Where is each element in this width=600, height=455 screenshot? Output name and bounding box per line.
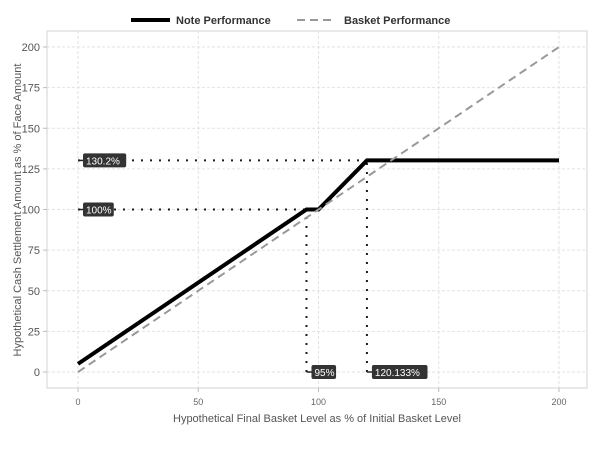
legend-label-note: Note Performance (176, 15, 271, 27)
annotation-label: 120.133% (375, 368, 420, 379)
y-tick-label: 100 (22, 205, 40, 217)
x-tick-label: 150 (431, 397, 446, 407)
y-tick-label: 75 (28, 245, 40, 257)
series-line-basket (77, 46, 560, 373)
y-tick-label: 0 (34, 367, 40, 379)
y-tick-label: 50 (28, 286, 40, 298)
annotation-label: 95% (314, 368, 334, 379)
y-tick-label: 125 (22, 164, 40, 176)
y-tick-label: 25 (28, 326, 40, 338)
x-tick-label: 200 (551, 397, 566, 407)
x-tick-label: 0 (75, 397, 80, 407)
x-tick-label: 100 (311, 397, 326, 407)
x-axis-title: Hypothetical Final Basket Level as % of … (173, 413, 461, 425)
y-tick-label: 175 (22, 83, 40, 95)
annotation-label-bg (83, 202, 114, 217)
annotation-label: 130.2% (86, 156, 120, 167)
annotation-label-bg (371, 365, 428, 379)
x-tick-label: 50 (193, 397, 203, 407)
y-axis-title: Hypothetical Cash Settlement Amount as %… (12, 64, 24, 357)
y-tick-label: 200 (22, 42, 40, 54)
annotation-label: 100% (86, 206, 112, 217)
y-tick-label: 150 (22, 123, 40, 135)
annotation-label-bg (311, 365, 337, 379)
annotation-label-bg (83, 153, 127, 168)
legend-label-basket: Basket Performance (344, 15, 450, 27)
